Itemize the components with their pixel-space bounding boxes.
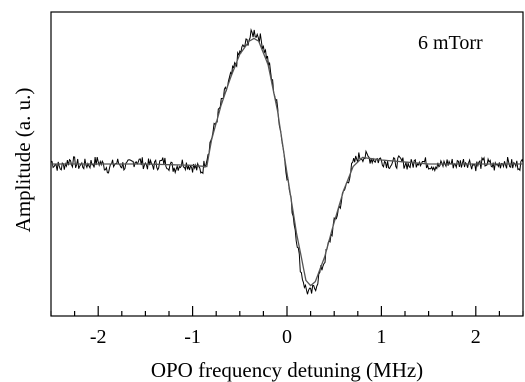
series-layer: [50, 28, 524, 295]
x-ticks: [50, 306, 524, 316]
annotation-pressure: 6 mTorr: [418, 32, 483, 54]
y-axis-title: Amplitude (a. u.): [11, 88, 35, 233]
measured-trace: [50, 28, 524, 295]
x-axis-title: OPO frequency detuning (MHz): [151, 358, 423, 382]
fit-curve: [51, 37, 523, 287]
x-tick-label: -2: [90, 326, 107, 348]
x-tick-label: 0: [282, 326, 292, 348]
x-tick-label: -1: [184, 326, 201, 348]
x-tick-labels: -2 -1 0 1 2: [90, 326, 481, 348]
x-tick-label: 2: [471, 326, 481, 348]
x-tick-label: 1: [376, 326, 386, 348]
